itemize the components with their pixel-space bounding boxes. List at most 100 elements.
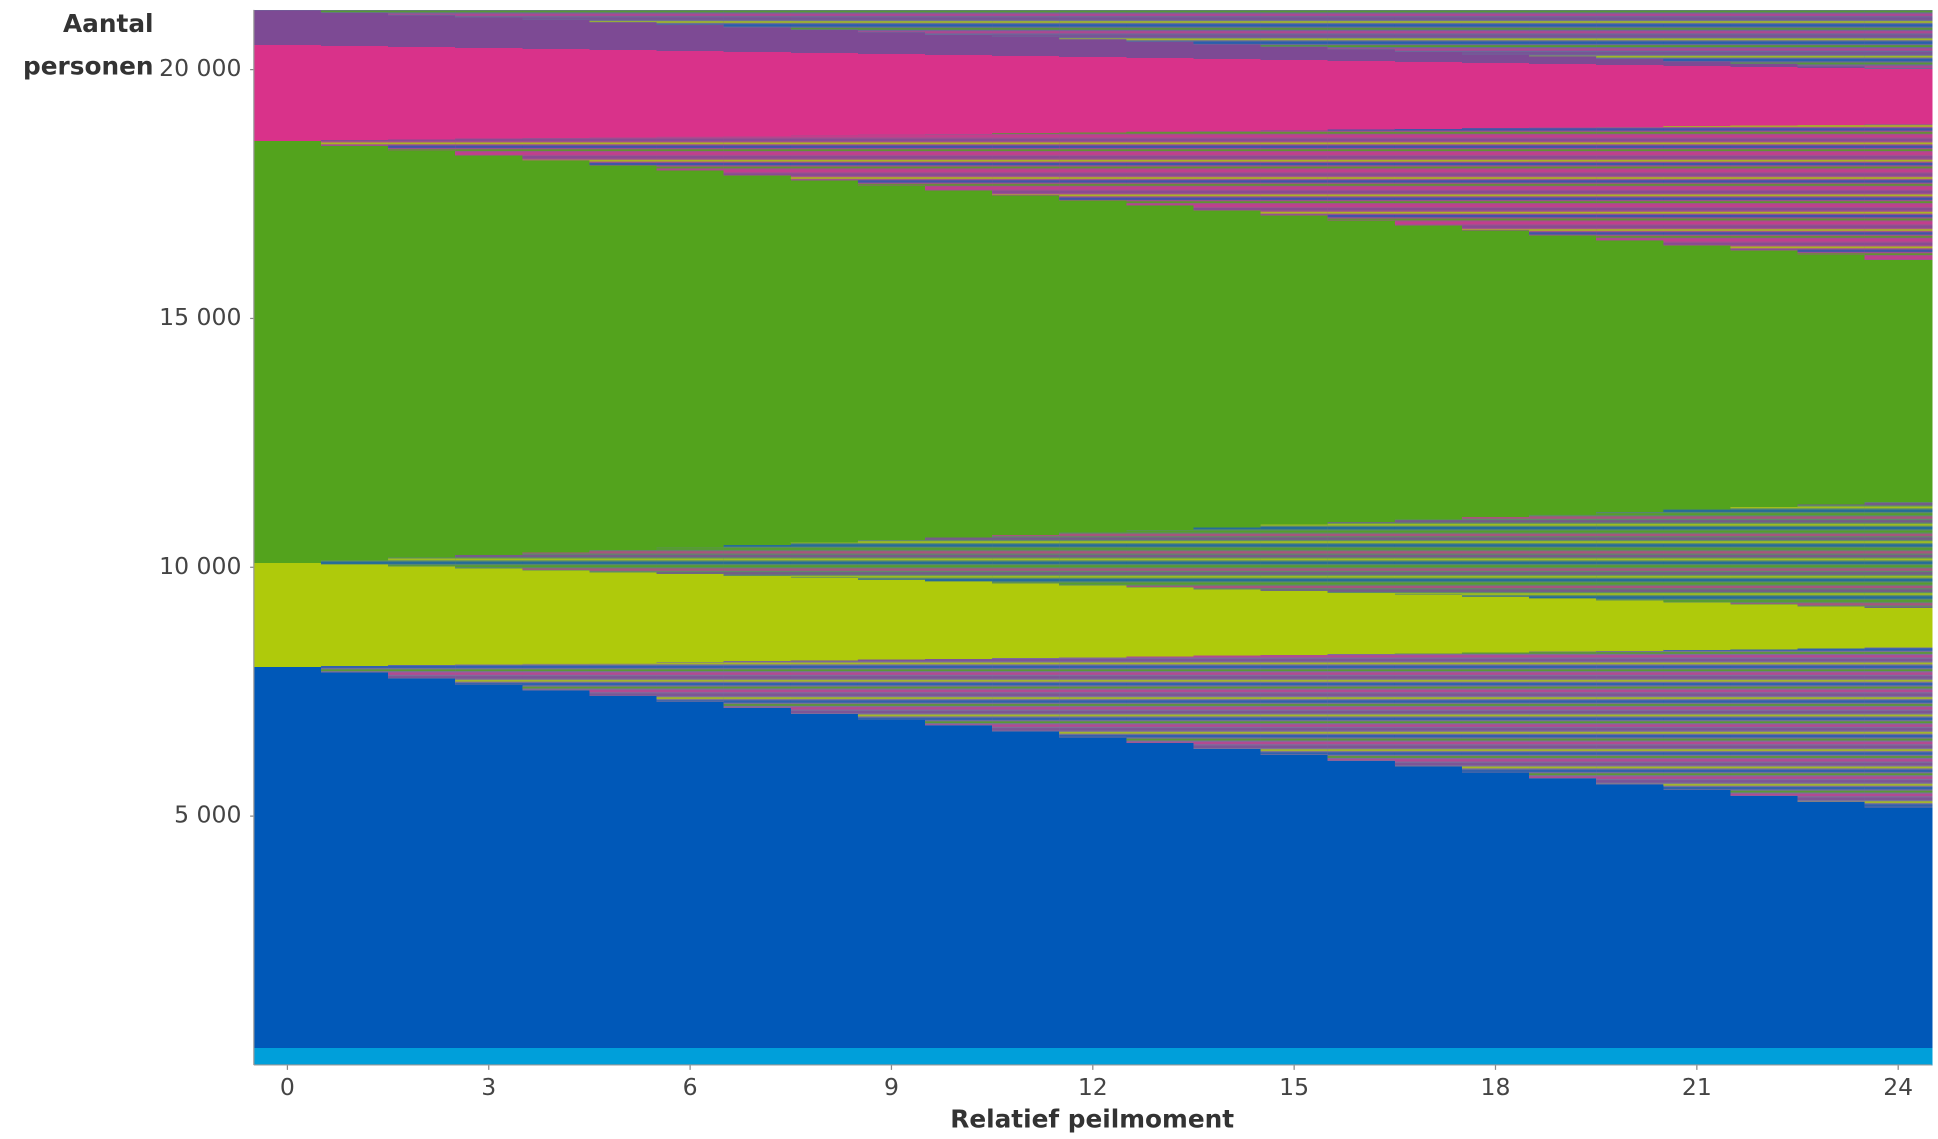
segment-texture: [1328, 10, 1396, 49]
segment: [1395, 62, 1463, 129]
segment-texture: [791, 10, 859, 30]
segment: [791, 1048, 859, 1066]
segment-texture: [1596, 650, 1664, 783]
segment: [1663, 1048, 1731, 1066]
segment: [1865, 1048, 1933, 1066]
segment: [1798, 1048, 1866, 1066]
segment: [925, 1048, 993, 1066]
segment: [1261, 591, 1329, 655]
segment-texture: [388, 10, 456, 15]
segment-texture: [1328, 129, 1396, 220]
segment: [254, 45, 322, 141]
segment-texture: [1798, 504, 1866, 606]
segment-texture: [657, 662, 725, 702]
segment: [522, 49, 590, 138]
segment: [589, 50, 657, 138]
segment: [858, 185, 926, 540]
segment: [1663, 245, 1731, 510]
segment: [1328, 1048, 1396, 1066]
segment: [388, 47, 456, 140]
segment: [1462, 596, 1530, 652]
segment: [858, 54, 926, 135]
segment-texture: [388, 557, 456, 566]
segment: [925, 190, 993, 537]
segment: [724, 27, 792, 52]
segment-texture: [925, 537, 993, 581]
segment: [1126, 1048, 1194, 1066]
segment-texture: [992, 133, 1060, 195]
segment-texture: [522, 138, 590, 161]
y-tick-label: 20 000: [159, 54, 241, 82]
segment: [1328, 61, 1396, 130]
segment: [1059, 57, 1127, 133]
segment: [1328, 49, 1396, 61]
segment-texture: [1395, 10, 1463, 51]
segment: [1193, 589, 1261, 656]
segment: [589, 165, 657, 550]
segment: [1462, 230, 1530, 517]
segment: [589, 572, 657, 663]
x-tick-label: 21: [1682, 1073, 1712, 1101]
segment: [1730, 64, 1798, 68]
segment-texture: [455, 555, 523, 568]
segment-texture: [1261, 524, 1329, 590]
segment-texture: [1663, 10, 1731, 61]
segment: [992, 195, 1060, 535]
segment-texture: [1730, 506, 1798, 603]
segment: [1529, 778, 1597, 1048]
segment: [1596, 65, 1664, 127]
segment: [388, 566, 456, 665]
segment-texture: [724, 661, 792, 708]
segment: [455, 48, 523, 139]
segment: [1193, 44, 1261, 59]
segment-texture: [791, 135, 859, 180]
segment-texture: [1261, 130, 1329, 215]
x-tick-label: 15: [1279, 1073, 1309, 1101]
segment: [925, 581, 993, 659]
segment: [1596, 59, 1664, 65]
segment: [1126, 58, 1194, 132]
segment-texture: [589, 662, 657, 695]
segment-texture: [858, 10, 926, 32]
segment-texture: [321, 560, 389, 564]
segment-texture: [1126, 529, 1194, 587]
segment: [791, 713, 859, 1048]
segment-texture: [1596, 512, 1664, 601]
segment: [724, 52, 792, 136]
segment: [388, 15, 456, 47]
segment-texture: [1865, 501, 1933, 607]
segment-texture: [1059, 132, 1127, 200]
segment-texture: [925, 658, 993, 725]
segment-texture: [1328, 654, 1396, 761]
segment-texture: [657, 10, 725, 25]
segment-texture: [1596, 126, 1664, 239]
segment: [455, 568, 523, 664]
y-axis-title: Aantal personen: [5, 2, 154, 86]
x-tick-label: 24: [1883, 1073, 1913, 1101]
segment: [1865, 260, 1933, 502]
segment: [1596, 784, 1664, 1048]
segment: [1059, 737, 1127, 1048]
segment-texture: [1798, 10, 1866, 66]
segment-texture: [724, 545, 792, 576]
segment-texture: [1395, 128, 1463, 224]
segment-texture: [455, 664, 523, 684]
segment-texture: [1126, 656, 1194, 743]
segment-texture: [1193, 527, 1261, 589]
segment-texture: [1193, 655, 1261, 748]
segment: [1328, 760, 1396, 1048]
segment: [1596, 1048, 1664, 1066]
x-tick-label: 3: [481, 1073, 496, 1101]
segment: [254, 666, 322, 1048]
segment: [1126, 205, 1194, 530]
segment: [254, 10, 322, 45]
segment: [321, 1048, 389, 1066]
segment: [657, 170, 725, 547]
segment: [1730, 604, 1798, 649]
segment: [657, 25, 725, 52]
segment-texture: [1663, 509, 1731, 602]
segment-texture: [589, 10, 657, 22]
segment: [589, 1048, 657, 1066]
